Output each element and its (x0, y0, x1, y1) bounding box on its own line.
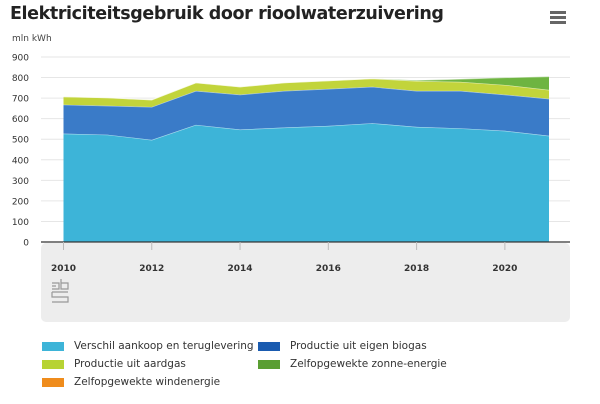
legend-label: Zelfopgewekte zonne-energie (290, 358, 447, 370)
y-tick-label: 100 (12, 218, 29, 228)
x-tick-label: 2014 (228, 264, 253, 274)
y-tick-label: 500 (12, 136, 29, 146)
x-tick-label: 2018 (404, 264, 429, 274)
legend-item[interactable]: Zelfopgewekte zonne-energie (258, 358, 447, 370)
area-series-1[interactable] (63, 86, 550, 140)
y-tick-label: 0 (23, 239, 29, 249)
y-tick-label: 900 (12, 54, 29, 64)
legend-label: Productie uit aardgas (74, 358, 186, 370)
legend-item[interactable]: Productie uit aardgas (42, 358, 186, 370)
y-tick-label: 400 (12, 156, 29, 166)
y-tick-label: 700 (12, 95, 29, 105)
hamburger-menu-icon[interactable] (550, 11, 566, 25)
y-axis-unit-label: mln kWh (12, 34, 52, 44)
area-series-2[interactable] (63, 78, 550, 107)
legend-item[interactable]: Zelfopgewekte windenergie (42, 376, 220, 388)
legend-label: Zelfopgewekte windenergie (74, 376, 221, 388)
x-axis-band (41, 243, 570, 322)
x-tick-label: 2016 (316, 264, 341, 274)
series-line-4 (63, 75, 550, 101)
x-tick-label: 2010 (51, 264, 76, 274)
legend-swatch (42, 359, 64, 369)
legend-item[interactable]: Productie uit eigen biogas (258, 340, 427, 352)
cbs-logo-icon (51, 279, 69, 303)
y-tick-label: 300 (12, 177, 29, 187)
area-series-4[interactable] (63, 76, 550, 100)
stacked-area-chart: 0 100 200 300 400 500 600 700 800 900 2010 2012 201… (12, 54, 570, 322)
legend-swatch (42, 377, 64, 387)
x-tick-label: 2012 (139, 264, 164, 274)
legend-swatch (258, 341, 280, 351)
y-tick-label: 200 (12, 197, 29, 207)
area-series-0[interactable] (63, 123, 550, 242)
legend-label: Verschil aankoop en teruglevering (74, 340, 254, 352)
y-tick-label: 600 (12, 115, 29, 125)
legend-swatch (42, 341, 64, 351)
chart-title: Elektriciteitsgebruik door rioolwaterzui… (10, 4, 444, 24)
legend-item[interactable]: Verschil aankoop en teruglevering (42, 340, 254, 352)
x-tick-label: 2020 (492, 264, 517, 274)
legend-swatch (258, 359, 280, 369)
legend-label: Productie uit eigen biogas (290, 340, 427, 352)
y-tick-label: 800 (12, 74, 29, 84)
